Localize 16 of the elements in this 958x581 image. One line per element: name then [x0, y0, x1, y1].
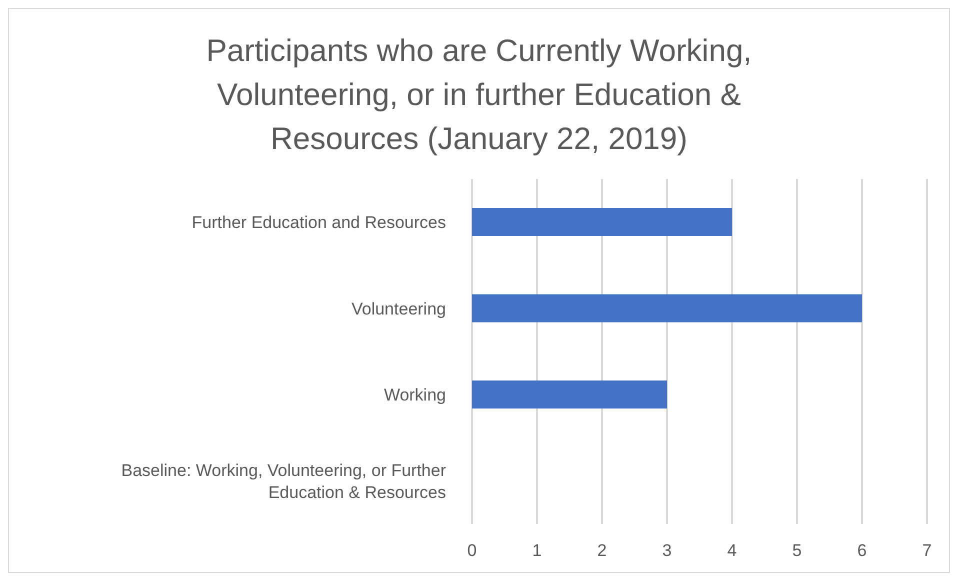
- bar: [472, 208, 732, 236]
- x-tick-label: 2: [597, 541, 607, 560]
- x-tick-label: 3: [662, 541, 672, 560]
- x-tick-label: 4: [727, 541, 737, 560]
- y-tick-label: Baseline: Working, Volunteering, or Further Education & Resources: [121, 460, 446, 502]
- bar: [472, 294, 862, 322]
- x-tick-label: 1: [532, 541, 542, 560]
- x-tick-label: 6: [857, 541, 867, 560]
- y-tick-label: Volunteering: [351, 299, 446, 318]
- x-tick-label: 0: [467, 541, 477, 560]
- x-tick-label: 5: [792, 541, 802, 560]
- x-tick-label: 7: [922, 541, 932, 560]
- y-tick-label: Working: [384, 386, 446, 405]
- chart-title: Participants who are Currently Working, Volunteering, or in further Education & Resources (January 22, 2019): [205, 32, 753, 158]
- bar: [472, 380, 667, 408]
- y-tick-label: Further Education and Resources: [192, 213, 446, 232]
